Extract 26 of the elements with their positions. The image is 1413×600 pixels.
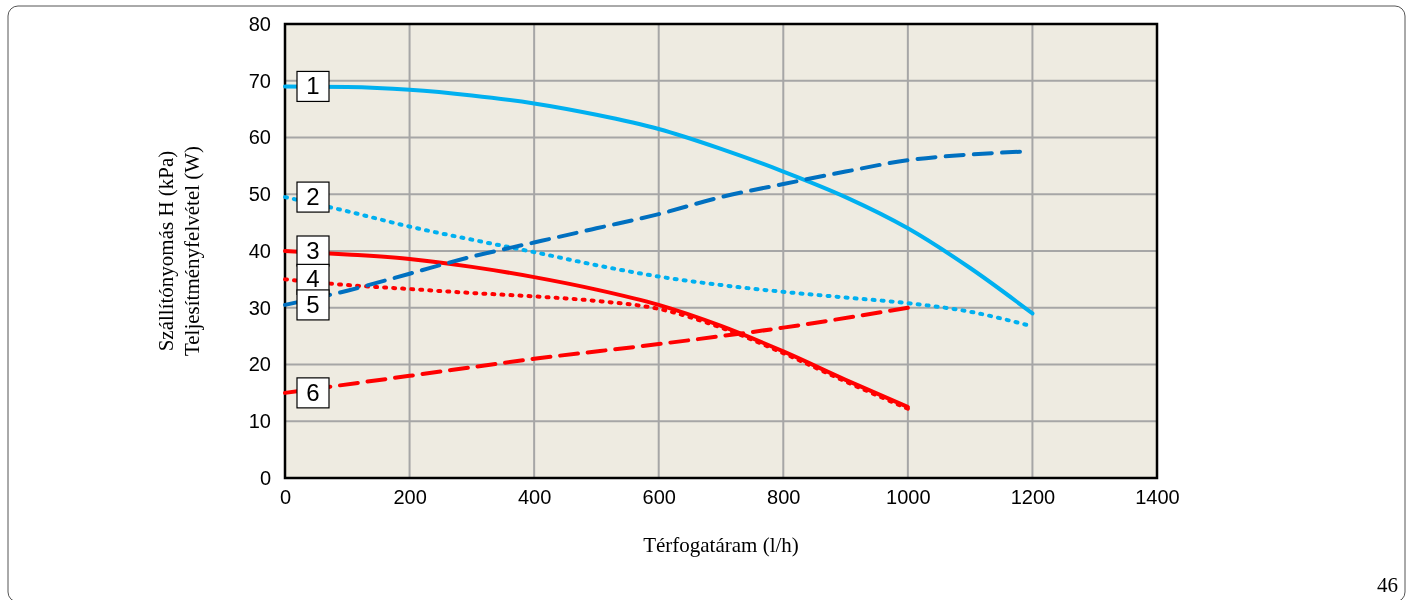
x-tick-label: 1400 (1135, 486, 1180, 509)
x-tick-label: 400 (517, 486, 552, 509)
x-tick-label: 800 (767, 486, 801, 509)
x-tick-label: 600 (642, 486, 676, 509)
series-label: 1 (306, 72, 320, 100)
y-axis-title: Szállítónyomás H (kPa) Teljesítményfelvétel (W) (154, 145, 204, 357)
y-tick-label: 70 (248, 69, 271, 92)
x-axis-title: Térfogatáram (l/h) (643, 533, 799, 557)
y-tick-label: 50 (248, 183, 271, 206)
series-label: 3 (306, 237, 320, 264)
y-tick-label: 80 (248, 12, 271, 35)
series-label: 4 (306, 265, 320, 293)
x-tick-label: 1000 (886, 486, 931, 509)
y-tick-label: 30 (248, 296, 271, 319)
y-tick-label: 60 (248, 126, 271, 149)
series-label: 5 (306, 290, 320, 318)
y-tick-label: 10 (248, 410, 271, 433)
y-tick-label: 20 (248, 353, 271, 376)
y-tick-label: 0 (259, 466, 271, 489)
series-label: 2 (306, 183, 320, 211)
x-tick-label: 1200 (1010, 486, 1056, 509)
x-tick-label: 200 (393, 486, 427, 509)
series-label: 6 (306, 378, 320, 406)
x-tick-label: 0 (279, 486, 292, 509)
text: 46 (1377, 573, 1398, 597)
y-tick-label: 40 (248, 239, 271, 262)
